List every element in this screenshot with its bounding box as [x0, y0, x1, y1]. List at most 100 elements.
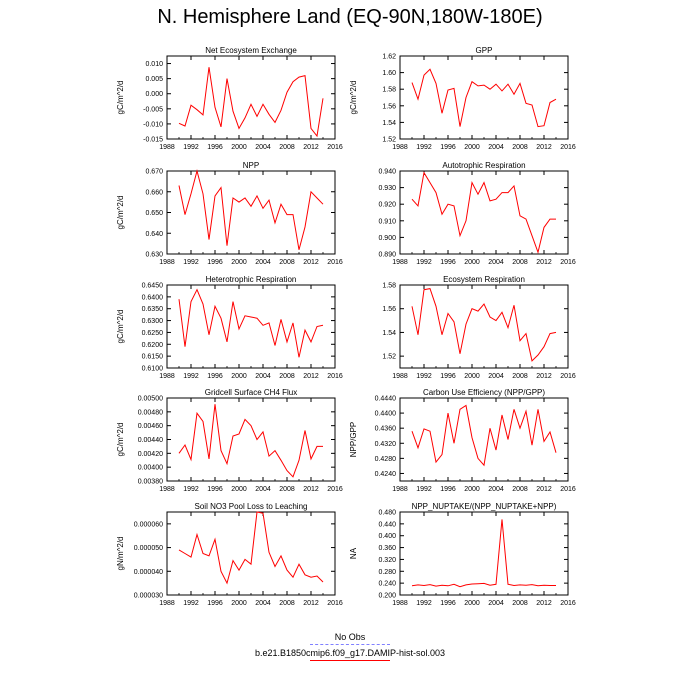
x-tick-label: 1988: [159, 486, 175, 493]
plot-frame: [166, 397, 336, 482]
panel-4: Autotrophic Respiration 1988 1992 1996 2000 2…: [378, 161, 575, 266]
series-line-1: [411, 68, 557, 128]
x-tick-label: 2016: [560, 259, 576, 266]
panel-title: Heterotrophic Respiration: [206, 275, 297, 284]
x-tick-label: 1988: [392, 486, 408, 493]
plot-frame: [166, 170, 336, 255]
panel-2: GPP 1988 1992 1996 2000 2004 2008 2012 2016 1.52 1…: [349, 46, 576, 151]
x-tick-label: 2004: [488, 144, 504, 151]
x-tick-label: 2012: [303, 259, 319, 266]
y-tick-label: 1.56: [382, 103, 396, 110]
x-tick-label: 2004: [255, 373, 271, 380]
x-tick-label: 2008: [279, 259, 295, 266]
series-line-1: [178, 404, 323, 478]
y-tick-label: 1.54: [382, 120, 396, 127]
y-tick-label: 1.60: [382, 70, 396, 77]
y-tick-label: 0.920: [378, 202, 396, 209]
y-tick-label: 0.4360: [375, 426, 397, 433]
y-tick-label: 0.6200: [142, 342, 164, 349]
x-tick-label: 1992: [416, 259, 432, 266]
y-tick-label: 0.00480: [138, 409, 163, 416]
panel-9: Soil NO3 Pool Loss to Leaching 1988 1992 19…: [116, 502, 343, 607]
y-tick-label: 0.480: [378, 510, 396, 517]
y-tick-label: 0.6450: [142, 283, 164, 290]
x-tick-label: 2008: [512, 486, 528, 493]
x-tick-label: 2008: [512, 600, 528, 607]
y-axis-label: gN/m^2/d: [116, 537, 125, 571]
y-axis-label: gC/m^2/d: [349, 81, 358, 115]
x-tick-label: 2016: [327, 486, 343, 493]
x-tick-label: 1988: [159, 600, 175, 607]
y-tick-label: 0.650: [145, 210, 163, 217]
y-tick-label: 0.00500: [138, 396, 163, 403]
y-tick-label: 0.00440: [138, 437, 163, 444]
x-tick-label: 2004: [255, 259, 271, 266]
plot-frame: [399, 511, 569, 596]
x-tick-label: 2004: [488, 259, 504, 266]
panel-5: Heterotrophic Respiration 1988 1992 1996 200…: [116, 275, 343, 380]
x-tick-label: 2016: [327, 373, 343, 380]
x-tick-label: 2012: [536, 144, 552, 151]
panel-title: Carbon Use Efficiency (NPP/GPP): [423, 388, 545, 397]
y-tick-label: 0.400: [378, 533, 396, 540]
y-tick-label: 0.00380: [138, 479, 163, 486]
series-line-1: [178, 169, 324, 250]
x-tick-label: 2000: [231, 373, 247, 380]
y-tick-label: 0.4440: [375, 396, 397, 403]
x-tick-label: 1988: [392, 600, 408, 607]
y-tick-label: 0.00420: [138, 451, 163, 458]
y-tick-label: 0.660: [145, 189, 163, 196]
panel-title: Net Ecosystem Exchange: [205, 46, 297, 55]
y-tick-label: -0.010: [143, 121, 163, 128]
panel-title: Autotrophic Respiration: [442, 161, 525, 170]
legend-obs-label: No Obs: [334, 632, 366, 642]
y-tick-label: 0.640: [145, 231, 163, 238]
x-tick-label: 2000: [231, 144, 247, 151]
y-tick-label: -0.015: [143, 137, 163, 144]
plot-frame: [399, 55, 569, 140]
x-tick-label: 2000: [464, 259, 480, 266]
y-tick-label: 0.6400: [142, 294, 164, 301]
x-tick-label: 1996: [207, 373, 223, 380]
y-axis-label: gC/m^2/d: [116, 196, 125, 230]
y-tick-label: 0.005: [145, 76, 163, 83]
x-tick-label: 2008: [512, 144, 528, 151]
panel-1: Net Ecosystem Exchange 1988 1992 1996 2000 20…: [116, 46, 343, 151]
series-line-1: [411, 288, 557, 362]
y-tick-label: 1.54: [382, 330, 396, 337]
series-line-1: [178, 511, 324, 585]
y-tick-label: 0.000030: [134, 593, 163, 600]
panel-title: NPP_NUPTAKE/(NPP_NUPTAKE+NPP): [412, 502, 557, 511]
series-line-1: [178, 288, 324, 358]
legend-model-label: b.e21.B1850cmip6.f09_g17.DAMIP-hist-sol.…: [254, 648, 446, 658]
x-tick-label: 2012: [536, 259, 552, 266]
y-tick-label: 0.6350: [142, 306, 164, 313]
panel-3: NPP 1988 1992 1996 2000 2004 2008 2012 2016 0.630…: [116, 161, 343, 266]
y-axis-label: gC/m^2/d: [116, 423, 125, 457]
x-tick-label: 2016: [560, 373, 576, 380]
y-tick-label: 0.320: [378, 557, 396, 564]
x-tick-label: 2012: [303, 144, 319, 151]
x-tick-label: 2008: [279, 600, 295, 607]
y-tick-label: 0.4320: [375, 441, 397, 448]
y-tick-label: 0.280: [378, 569, 396, 576]
x-tick-label: 2008: [512, 259, 528, 266]
panel-7: Gridcell Surface CH4 Flux 1988 1992 1996 200…: [116, 388, 343, 493]
x-tick-label: 2012: [536, 486, 552, 493]
y-tick-label: 0.4280: [375, 456, 397, 463]
y-tick-label: 1.58: [382, 283, 396, 290]
x-tick-label: 2004: [255, 600, 271, 607]
legend-model-line: [310, 660, 390, 661]
x-tick-label: 1988: [159, 144, 175, 151]
x-tick-label: 2004: [488, 373, 504, 380]
x-tick-label: 2000: [464, 486, 480, 493]
x-tick-label: 2004: [488, 600, 504, 607]
legend-obs-line: [310, 644, 390, 645]
y-tick-label: 0.4400: [375, 411, 397, 418]
x-tick-label: 2016: [327, 600, 343, 607]
panel-10: NPP_NUPTAKE/(NPP_NUPTAKE+NPP) 1988 1992 199…: [349, 502, 576, 607]
x-tick-label: 1996: [440, 486, 456, 493]
x-tick-label: 2000: [464, 144, 480, 151]
x-tick-label: 2016: [560, 486, 576, 493]
y-axis-label: NPP/GPP: [349, 422, 358, 458]
